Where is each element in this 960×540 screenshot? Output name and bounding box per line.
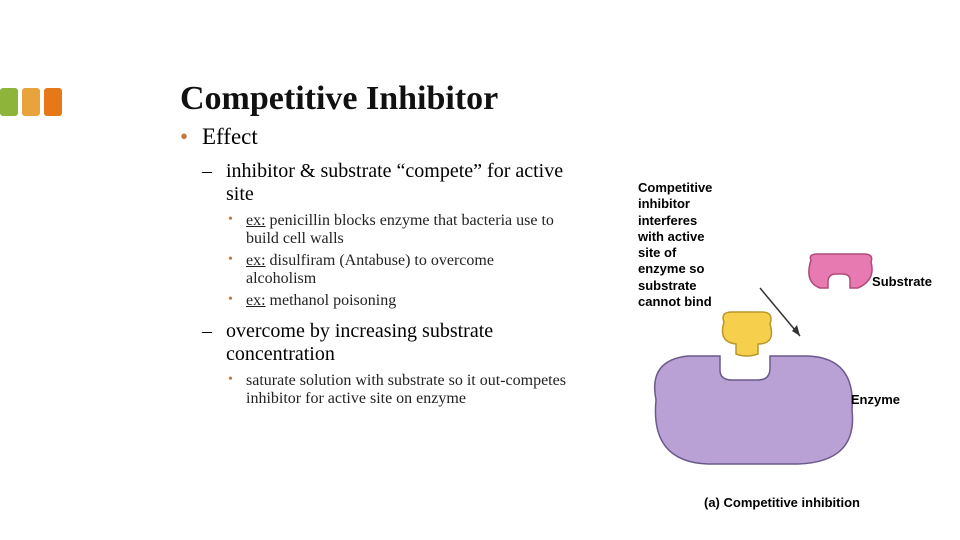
lvl3-item-penicillin: ex: penicillin blocks enzyme that bacter… <box>226 212 566 248</box>
diag-line8: cannot bind <box>638 294 712 309</box>
accent-bar-3 <box>44 88 62 116</box>
lvl3-item-saturate: saturate solution with substrate so it o… <box>226 372 566 408</box>
enzyme-label: Enzyme <box>851 392 900 407</box>
lvl3-item-disulfiram: ex: disulfiram (Antabuse) to overcome al… <box>226 252 566 288</box>
ex-prefix: ex: <box>246 252 266 269</box>
diag-line5: site of <box>638 245 676 260</box>
diag-line3: interferes <box>638 213 697 228</box>
lvl3b-text-0: saturate solution with substrate so it o… <box>246 372 566 407</box>
lvl1-text: Effect <box>202 124 258 149</box>
substrate-label: Substrate <box>872 274 932 289</box>
enzyme-shape <box>648 350 858 470</box>
diag-line7: substrate <box>638 278 697 293</box>
level3-list-b: saturate solution with substrate so it o… <box>226 372 582 408</box>
lvl2-item-compete: inhibitor & substrate “compete” for acti… <box>202 160 582 310</box>
inhibitor-shape <box>718 308 778 358</box>
level3-list-a: ex: penicillin blocks enzyme that bacter… <box>226 212 582 310</box>
diagram: Competitive inhibitor interferes with ac… <box>638 180 938 510</box>
lvl3-item-methanol: ex: methanol poisoning <box>226 292 566 310</box>
slide-title: Competitive Inhibitor <box>180 80 940 118</box>
accent-bar-1 <box>0 88 18 116</box>
lvl2-item-overcome: overcome by increasing substrate concent… <box>202 320 582 408</box>
diag-line2: inhibitor <box>638 196 690 211</box>
accent-bar-2 <box>22 88 40 116</box>
lvl3-text-2: methanol poisoning <box>266 292 397 309</box>
diag-line4: with active <box>638 229 704 244</box>
substrate-shape <box>806 252 876 298</box>
diagram-description: Competitive inhibitor interferes with ac… <box>638 180 768 310</box>
accent-bars <box>0 88 62 116</box>
diag-line1: Competitive <box>638 180 712 195</box>
lvl3-text-1: disulfiram (Antabuse) to overcome alcoho… <box>246 252 494 287</box>
diag-line6: enzyme so <box>638 261 704 276</box>
ex-prefix: ex: <box>246 212 266 229</box>
lvl3-text-0: penicillin blocks enzyme that bacteria u… <box>246 212 554 247</box>
lvl2-text-0: inhibitor & substrate “compete” for acti… <box>226 160 563 205</box>
diagram-caption: (a) Competitive inhibition <box>704 495 860 510</box>
ex-prefix: ex: <box>246 292 266 309</box>
lvl2-text-1: overcome by increasing substrate concent… <box>226 320 493 365</box>
